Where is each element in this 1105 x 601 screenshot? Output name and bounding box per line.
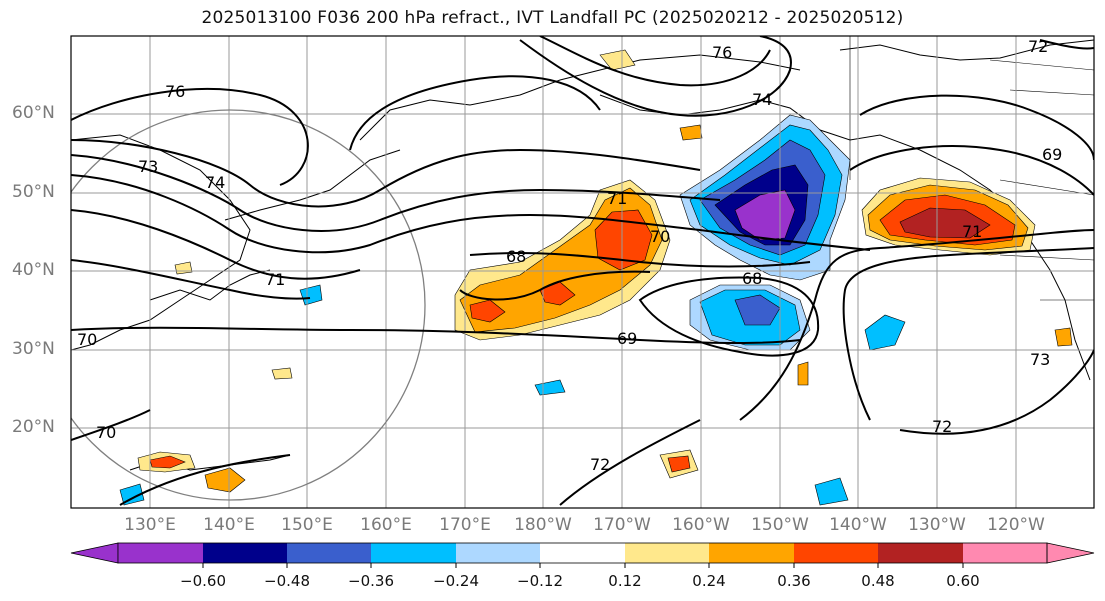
contour-label: 70 (77, 330, 97, 349)
colorbar-tick-label: 0.12 (608, 572, 642, 590)
contour-label: 73 (1030, 350, 1050, 369)
contour-labels: 76 76 72 73 74 74 71 71 70 68 68 69 69 7… (77, 37, 1062, 474)
lat-label: 50°N (12, 182, 55, 202)
colorbar-tick-label: −0.36 (348, 572, 394, 590)
lon-label: 180°W (514, 515, 572, 535)
contour-lines (71, 36, 1094, 506)
contour-label: 76 (165, 82, 185, 101)
contour-label: 76 (712, 43, 732, 62)
colorbar-segment (625, 543, 709, 563)
lon-label: 170°E (439, 515, 491, 535)
contour-label: 71 (265, 270, 285, 289)
contour-label: 71 (607, 189, 627, 208)
contour-label: 70 (650, 227, 670, 246)
contour-label: 74 (205, 173, 225, 192)
coastlines (71, 39, 1094, 471)
lat-label: 30°N (12, 339, 55, 359)
lon-label: 130°E (124, 515, 176, 535)
colorbar-tick-label: 0.36 (777, 572, 811, 590)
lon-label: 150°E (281, 515, 333, 535)
colorbar-segment (287, 543, 371, 563)
colorbar-tick-label: 0.48 (861, 572, 895, 590)
colorbar-tick-label: −0.60 (180, 572, 226, 590)
contour-label: 72 (590, 455, 610, 474)
lon-label: 150°W (751, 515, 809, 535)
colorbar-segment (794, 543, 878, 563)
contour-label: 71 (962, 222, 982, 241)
colorbar-tick-label: 0.60 (946, 572, 980, 590)
colorbar-tick-label: 0.24 (692, 572, 726, 590)
colorbar-extend-high (1046, 542, 1095, 564)
lon-label: 170°W (593, 515, 651, 535)
contour-label: 68 (506, 247, 526, 266)
lat-label: 60°N (12, 103, 55, 123)
lat-label: 20°N (12, 417, 55, 437)
map-title: 2025013100 F036 200 hPa refract., IVT La… (201, 8, 904, 28)
contour-label: 74 (752, 90, 772, 109)
contour-label: 72 (932, 417, 952, 436)
colorbar-segment (118, 543, 203, 563)
colorbar-segment (540, 543, 625, 563)
lon-label: 140°W (829, 515, 887, 535)
contour-label: 69 (617, 329, 637, 348)
colorbar-tick-label: −0.48 (264, 572, 310, 590)
lon-label: 160°W (672, 515, 730, 535)
colorbar-segment (371, 543, 456, 563)
colorbar-segment (963, 543, 1047, 563)
contour-label: 70 (96, 423, 116, 442)
colorbar-segment (203, 543, 287, 563)
contour-label: 69 (1042, 145, 1062, 164)
contour-label: 72 (1028, 37, 1048, 56)
map-frame (70, 35, 1095, 509)
colorbar-extend-low (70, 542, 119, 564)
range-circle (71, 109, 426, 501)
lon-label: 160°E (360, 515, 412, 535)
colorbar-segment (878, 543, 963, 563)
colorbar-segment (709, 543, 794, 563)
contour-label: 73 (138, 157, 158, 176)
colorbar-segment (456, 543, 540, 563)
colorbar-outline (117, 542, 1048, 564)
colorbar-tick-label: −0.12 (517, 572, 563, 590)
contour-label: 68 (742, 269, 762, 288)
colorbar-tick-label: −0.24 (433, 572, 479, 590)
lat-label: 40°N (12, 260, 55, 280)
lon-label: 130°W (908, 515, 966, 535)
lon-label: 120°W (987, 515, 1045, 535)
lon-label: 140°E (203, 515, 255, 535)
